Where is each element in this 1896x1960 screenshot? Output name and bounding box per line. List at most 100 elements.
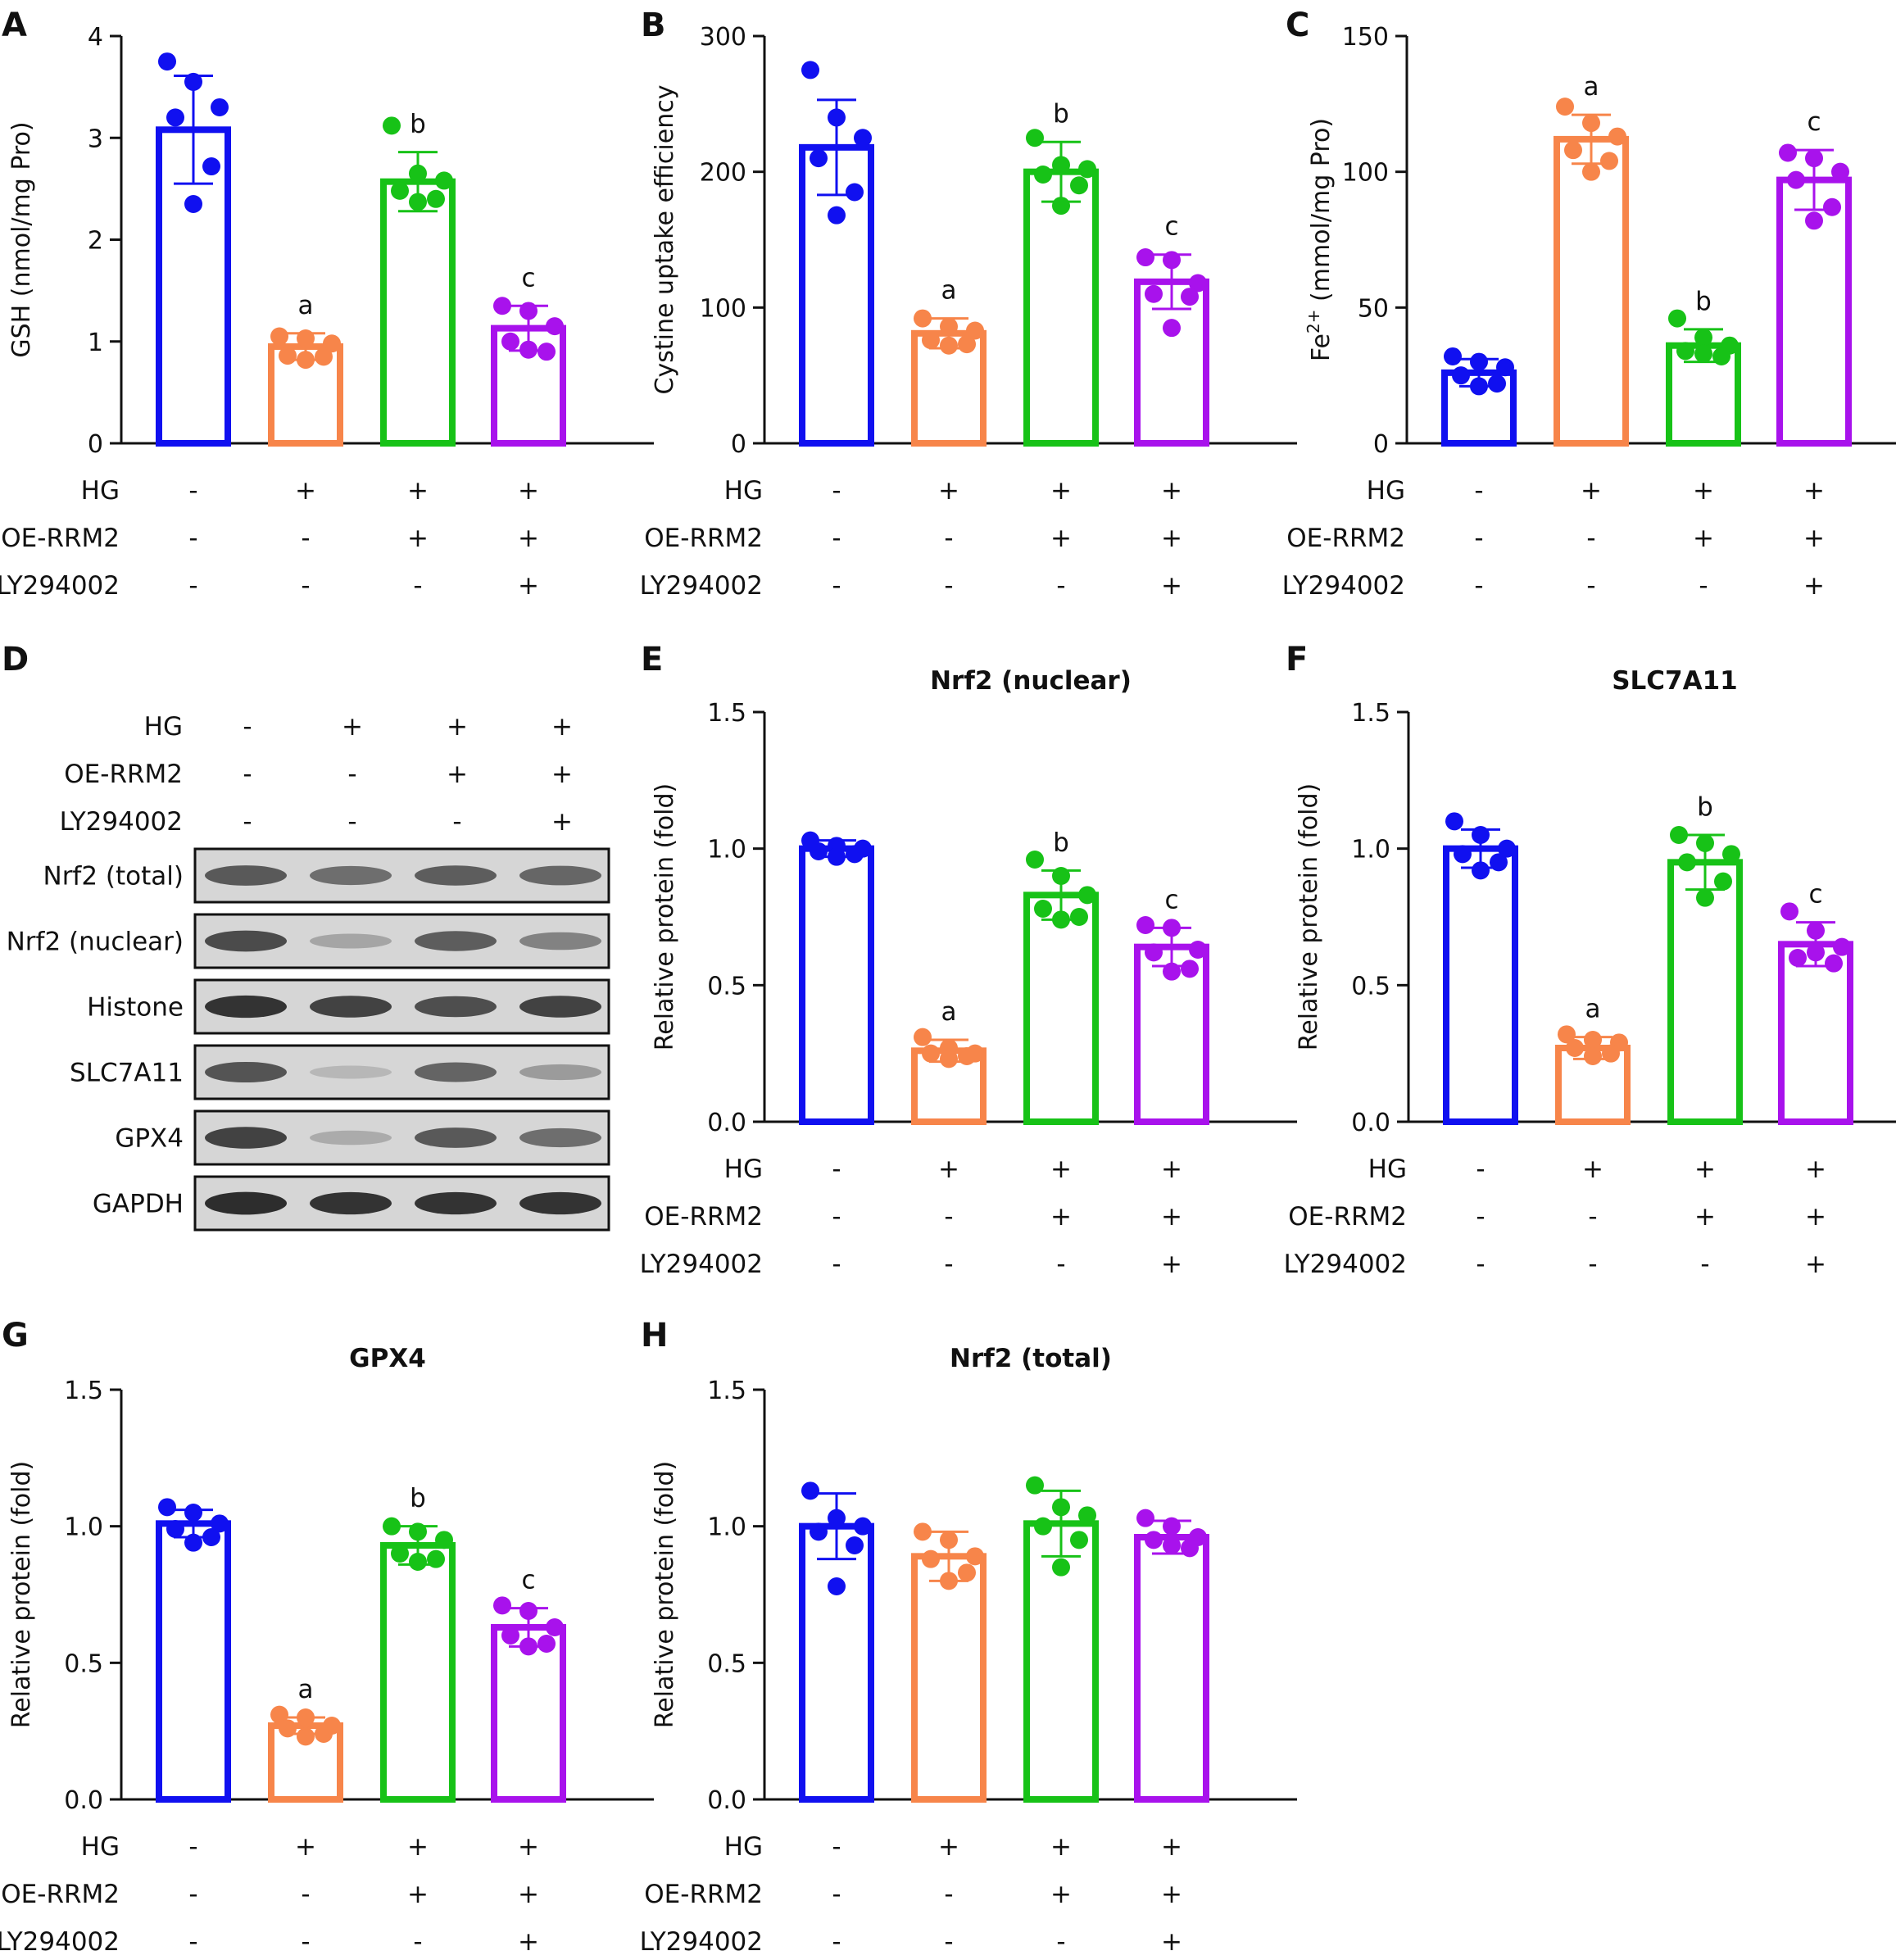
data-point	[1696, 834, 1714, 852]
treatment-mark: -	[1586, 524, 1595, 553]
y-tick-label: 1.0	[1351, 836, 1390, 864]
treatment-label: HG	[724, 1832, 763, 1862]
panel-letter: F	[1286, 641, 1308, 678]
data-point	[158, 52, 176, 71]
treatment-mark: +	[1694, 1202, 1716, 1232]
data-point	[1026, 1476, 1044, 1495]
treatment-mark: -	[832, 1832, 841, 1862]
treatment-label: HG	[144, 712, 183, 742]
significance-letter: a	[1585, 995, 1601, 1024]
y-tick-label: 100	[1342, 159, 1389, 188]
data-point	[383, 116, 401, 135]
treatment-mark: +	[1582, 1155, 1603, 1184]
blot-band	[205, 1191, 287, 1215]
treatment-mark: +	[407, 1880, 429, 1909]
data-point	[1676, 342, 1694, 361]
data-point	[297, 1727, 315, 1746]
data-point	[1181, 960, 1199, 978]
y-tick-label: 0.0	[707, 1109, 746, 1137]
treatment-mark: -	[832, 476, 841, 506]
y-tick-label: 200	[700, 159, 746, 188]
treatment-mark: +	[407, 1832, 429, 1862]
chart-panel-c: C 0 50 100 150 Fe2+ (mmol/mg Pro) a b c HG - + + + OE-…	[1282, 7, 1896, 601]
data-point	[1078, 1506, 1096, 1525]
data-point	[1807, 921, 1825, 940]
treatment-label: HG	[724, 476, 763, 506]
treatment-mark: -	[1474, 571, 1483, 601]
data-point	[1070, 908, 1088, 926]
treatment-mark: +	[1161, 1202, 1182, 1232]
treatment-mark: +	[1693, 476, 1714, 506]
data-point	[1052, 1498, 1070, 1517]
data-point	[1444, 347, 1462, 365]
bar	[1023, 892, 1099, 1126]
y-tick-label: 0.5	[707, 1649, 746, 1678]
data-point	[391, 181, 409, 200]
y-tick-label: 0.0	[64, 1786, 103, 1815]
treatment-label: HG	[81, 476, 120, 506]
data-point	[323, 334, 341, 353]
treatment-mark: +	[518, 476, 539, 506]
data-point	[958, 335, 976, 354]
data-point	[383, 1517, 401, 1536]
chart-panel-h: H Nrf2 (total) 0.0 0.5 1.0 1.5 Relative protei…	[640, 1317, 1297, 1957]
y-tick-label: 1.5	[1351, 699, 1390, 728]
treatment-mark: +	[295, 476, 316, 506]
treatment-mark: -	[1699, 571, 1708, 601]
treatment-mark: +	[1050, 1832, 1072, 1862]
treatment-label: LY294002	[60, 807, 183, 837]
treatment-label: HG	[1368, 1155, 1407, 1184]
treatment-mark: +	[1803, 476, 1825, 506]
treatment-mark: -	[1056, 571, 1065, 601]
treatment-label: HG	[724, 1155, 763, 1184]
treatment-label: LY294002	[640, 1250, 763, 1279]
significance-letter: c	[1164, 885, 1178, 914]
data-point	[158, 1498, 176, 1517]
data-point	[519, 1602, 538, 1620]
treatment-mark: +	[1161, 1927, 1182, 1957]
treatment-label: OE-RRM2	[1, 524, 120, 553]
data-point	[846, 183, 864, 202]
western-blot-panel: D HG - + + + OE-RRM2 - - + + LY294002 - - - + Nrf2 (tota…	[2, 641, 610, 1232]
data-point	[409, 1553, 427, 1571]
chart-title: Nrf2 (total)	[950, 1344, 1112, 1373]
treatment-mark: -	[243, 712, 252, 742]
chart-title: GPX4	[349, 1344, 426, 1373]
blot-label: GAPDH	[93, 1190, 184, 1219]
data-point	[1163, 1517, 1181, 1536]
treatment-mark: +	[1050, 476, 1072, 506]
panel-letter: A	[2, 7, 27, 44]
data-point	[202, 1528, 220, 1546]
treatment-mark: -	[944, 1927, 953, 1957]
data-point	[538, 343, 556, 361]
treatment-mark: +	[518, 1832, 539, 1862]
treatment-mark: +	[1161, 1250, 1182, 1279]
blot-band	[205, 1061, 287, 1083]
y-axis-label: Fe2+ (mmol/mg Pro)	[1304, 118, 1336, 361]
blot-label: Nrf2 (nuclear)	[7, 928, 184, 957]
chart-title: SLC7A11	[1612, 666, 1738, 696]
bar	[1778, 941, 1853, 1126]
bar	[799, 1522, 874, 1803]
data-point	[1566, 1039, 1584, 1057]
data-point	[1556, 98, 1574, 116]
data-point	[940, 1050, 958, 1068]
data-point	[1470, 352, 1488, 371]
data-point	[1558, 1025, 1576, 1044]
treatment-mark: -	[944, 571, 953, 601]
data-point	[1696, 888, 1714, 907]
blot-band	[415, 1062, 497, 1082]
data-point	[1034, 900, 1052, 918]
data-point	[1445, 812, 1463, 831]
blot-band	[205, 865, 287, 886]
data-point	[1034, 1517, 1052, 1536]
treatment-mark: +	[295, 1832, 316, 1862]
blot-band	[310, 933, 392, 949]
data-point	[409, 193, 427, 211]
data-point	[1668, 309, 1686, 328]
y-tick-label: 1.5	[707, 699, 746, 728]
y-tick-label: 150	[1342, 23, 1389, 52]
y-tick-label: 1	[88, 329, 103, 357]
blot-label: Nrf2 (total)	[43, 862, 184, 892]
significance-letter: c	[521, 1566, 535, 1595]
